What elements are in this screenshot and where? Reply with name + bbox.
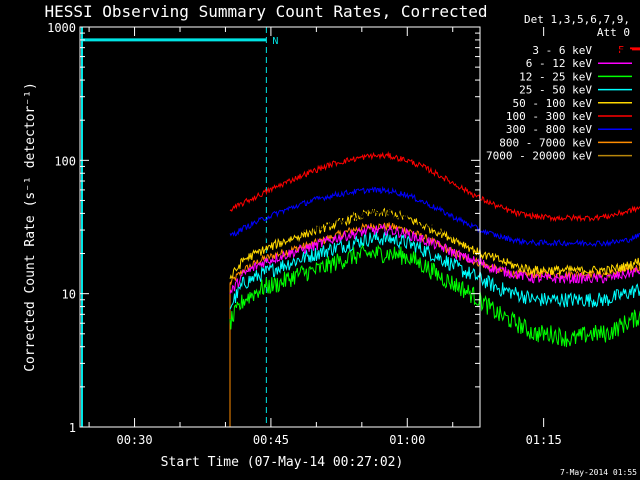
y-axis-label: Corrected Count Rate (s⁻¹ detector⁻¹) bbox=[23, 82, 38, 372]
series-line bbox=[229, 151, 640, 223]
y-tick-label: 1 bbox=[69, 421, 76, 435]
legend-entry-label: 50 - 100 keV bbox=[513, 97, 593, 110]
legend-entry-label: 800 - 7000 keV bbox=[499, 136, 592, 149]
legend-entry-label: 12 - 25 keV bbox=[519, 70, 592, 83]
overlay-markers: NF bbox=[81, 27, 640, 427]
legend-entry-label: 6 - 12 keV bbox=[526, 57, 593, 70]
x-axis-label: Start Time (07-May-14 00:27:02) bbox=[161, 455, 404, 470]
legend-entry-label: 100 - 300 keV bbox=[506, 110, 592, 123]
plot-timestamp: 7-May-2014 01:55 bbox=[560, 468, 637, 477]
y-tick-label: 100 bbox=[54, 154, 76, 168]
legend-header-line-2: Att 0 bbox=[597, 26, 630, 39]
plot-frame bbox=[79, 26, 481, 428]
legend-entry-label: 7000 - 20000 keV bbox=[486, 150, 592, 163]
series-line bbox=[229, 206, 640, 269]
axes: 110100100000:3000:4501:0001:1501:3001:45… bbox=[47, 21, 562, 447]
y-tick-label: 10 bbox=[62, 288, 76, 302]
x-tick-label: 01:15 bbox=[526, 433, 562, 447]
series-line bbox=[229, 185, 640, 248]
series-lines bbox=[229, 151, 640, 348]
series-line bbox=[229, 231, 640, 310]
legend-header-line-1: Det 1,3,5,6,7,9, bbox=[524, 13, 630, 26]
chart-title: HESSI Observing Summary Count Rates, Cor… bbox=[44, 2, 487, 21]
series-line bbox=[229, 223, 640, 295]
legend-entry-label: 300 - 800 keV bbox=[506, 123, 592, 136]
x-tick-label: 00:30 bbox=[116, 433, 152, 447]
legend-entry-label: 25 - 50 keV bbox=[519, 84, 592, 97]
x-tick-label: 00:45 bbox=[253, 433, 289, 447]
x-tick-label: 01:00 bbox=[389, 433, 425, 447]
legend-entry-label: 3 - 6 keV bbox=[532, 44, 592, 57]
y-tick-label: 1000 bbox=[47, 21, 76, 35]
series-line bbox=[229, 244, 640, 348]
saa-label: N bbox=[272, 36, 278, 47]
